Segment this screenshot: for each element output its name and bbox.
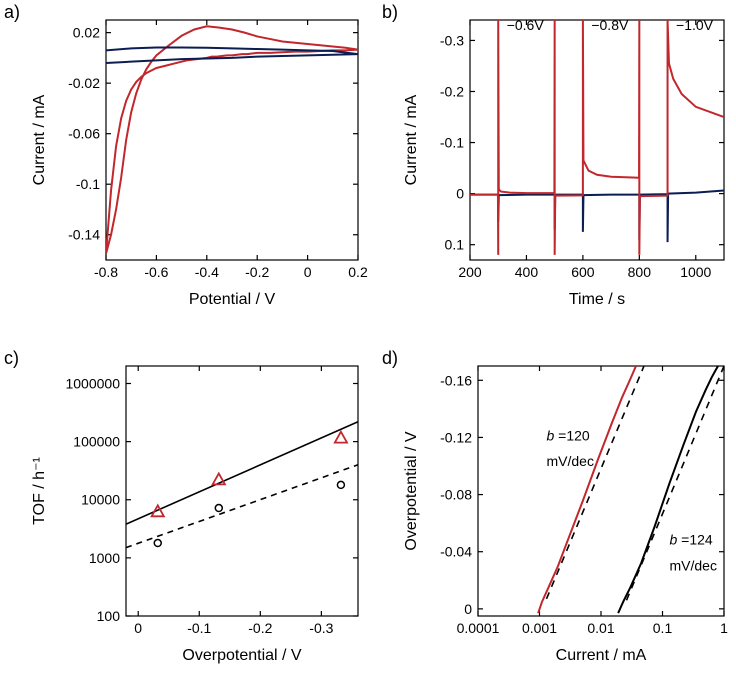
svg-text:-0.4: -0.4: [195, 264, 219, 280]
svg-text:0: 0: [134, 620, 142, 636]
svg-text:-0.16: -0.16: [440, 372, 472, 388]
svg-text:-0.3: -0.3: [440, 32, 464, 48]
svg-text:Overpotential / V: Overpotential / V: [403, 431, 420, 551]
svg-text:-0.08: -0.08: [440, 487, 472, 503]
svg-text:-0.06: -0.06: [68, 126, 100, 142]
svg-text:200: 200: [458, 264, 482, 280]
svg-text:mV/dec: mV/dec: [670, 557, 717, 573]
svg-text:-0.3: -0.3: [309, 620, 333, 636]
svg-text:10000: 10000: [81, 492, 120, 508]
svg-text:-0.8: -0.8: [94, 264, 118, 280]
svg-text:Potential / V: Potential / V: [189, 291, 276, 308]
svg-text:0.2: 0.2: [348, 264, 368, 280]
panel-a: -0.8 -0.6 -0.4 -0.2 0 0.2 -0.14 -0.1 -0.06 -0.02 0…: [28, 10, 368, 320]
svg-text:Overpotential / V: Overpotential / V: [182, 647, 302, 664]
svg-text:-0.1: -0.1: [440, 135, 464, 151]
svg-text:0.01: 0.01: [587, 620, 614, 636]
svg-text:−1.0V: −1.0V: [676, 17, 714, 33]
panel-c-label: c): [4, 348, 19, 369]
svg-text:0: 0: [304, 264, 312, 280]
svg-text:Time / s: Time / s: [569, 291, 625, 308]
svg-text:-0.6: -0.6: [144, 264, 168, 280]
svg-text:100: 100: [97, 608, 121, 624]
panel-b-label: b): [382, 2, 398, 23]
svg-text:-0.2: -0.2: [248, 620, 272, 636]
svg-text:-0.02: -0.02: [68, 75, 100, 91]
svg-text:b =124: b =124: [670, 532, 713, 548]
svg-text:1: 1: [720, 620, 728, 636]
svg-text:-0.2: -0.2: [440, 83, 464, 99]
svg-text:0.1: 0.1: [445, 237, 465, 253]
panel-d: 0.0001 0.001 0.01 0.1 1 -0.16 -0.12 -0.08 -0.04 0…: [400, 356, 730, 676]
svg-text:1000000: 1000000: [65, 375, 120, 391]
svg-text:0.001: 0.001: [522, 620, 557, 636]
svg-text:1000: 1000: [89, 550, 120, 566]
svg-text:0.0001: 0.0001: [457, 620, 500, 636]
svg-text:-0.12: -0.12: [440, 429, 472, 445]
panel-a-label: a): [4, 2, 20, 23]
svg-text:400: 400: [515, 264, 539, 280]
svg-text:-0.2: -0.2: [245, 264, 269, 280]
svg-text:−0.6V: −0.6V: [507, 17, 545, 33]
svg-text:0.1: 0.1: [653, 620, 673, 636]
svg-text:1000: 1000: [680, 264, 711, 280]
svg-text:600: 600: [571, 264, 595, 280]
svg-text:Current / mA: Current / mA: [31, 94, 48, 185]
svg-text:-0.1: -0.1: [187, 620, 211, 636]
svg-text:800: 800: [628, 264, 652, 280]
svg-text:Current / mA: Current / mA: [556, 647, 647, 664]
svg-text:−0.8V: −0.8V: [591, 17, 629, 33]
svg-text:Current / mA: Current / mA: [403, 94, 420, 185]
figure-root: a) b) c) d) -0.8-0.6-0.4-0.200.2-0.14-0.…: [0, 0, 736, 682]
svg-text:-0.1: -0.1: [76, 176, 100, 192]
svg-text:0.02: 0.02: [73, 25, 100, 41]
svg-text:b =120: b =120: [547, 427, 590, 443]
panel-d-label: d): [382, 348, 398, 369]
svg-text:TOF / h⁻¹: TOF / h⁻¹: [31, 457, 48, 525]
svg-text:-0.14: -0.14: [68, 227, 100, 243]
svg-text:0: 0: [464, 601, 472, 617]
panel-c: 0 -0.1 -0.2 -0.3 100 1000 10000 100000 1000000 Ov…: [28, 356, 368, 676]
svg-text:0: 0: [456, 186, 464, 202]
svg-text:100000: 100000: [73, 434, 120, 450]
svg-text:mV/dec: mV/dec: [547, 453, 594, 469]
svg-text:-0.04: -0.04: [440, 544, 472, 560]
panel-b: 200 400 600 800 1000 -0.3 -0.2 -0.1 0 0.1 −0.6V −0.…: [400, 10, 730, 320]
